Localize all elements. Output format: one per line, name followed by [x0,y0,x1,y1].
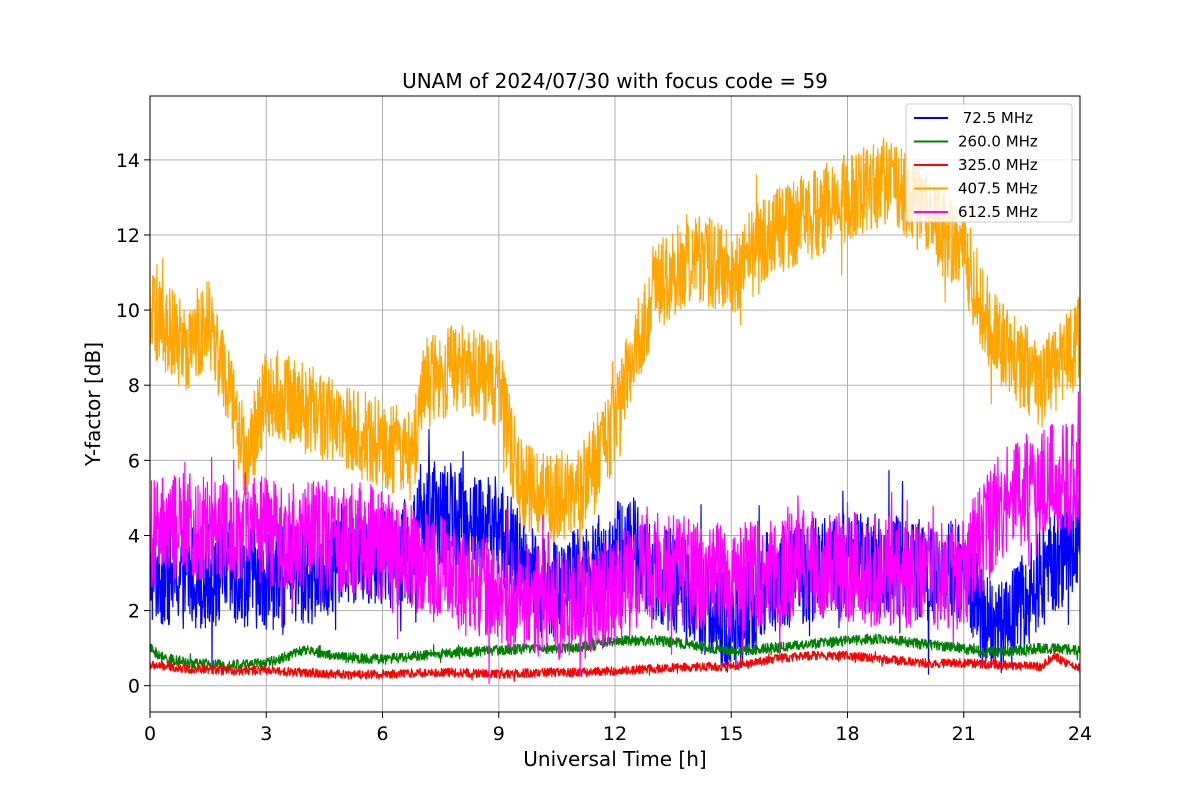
series-line [150,650,1080,683]
x-tick-label: 6 [376,723,388,745]
chart-title: UNAM of 2024/07/30 with focus code = 59 [402,69,828,93]
legend-label: 72.5 MHz [958,109,1033,127]
y-tick-label: 12 [116,225,140,247]
y-tick-label: 0 [128,676,140,698]
x-tick-label: 3 [260,723,272,745]
legend-box [905,103,1073,223]
y-tick-label: 4 [128,525,140,547]
legend-label: 612.5 MHz [958,203,1038,221]
x-tick-label: 12 [603,723,627,745]
x-tick-label: 18 [835,723,859,745]
y-tick-label: 8 [128,375,140,397]
y-tick-label: 10 [116,300,140,322]
x-tick-label: 0 [144,723,156,745]
series-line [150,391,1080,685]
y-axis-label: Y-factor [dB] [81,342,105,467]
y-tick-label: 14 [116,150,140,172]
legend: 72.5 MHz 260.0 MHz 325.0 MHz 407.5 MHz 612.5… [905,103,1073,223]
legend-label: 325.0 MHz [958,156,1038,174]
x-axis-label: Universal Time [h] [523,747,706,771]
y-tick-label: 6 [128,450,140,472]
x-tick-label: 15 [719,723,743,745]
plot-area [150,137,1080,685]
x-tick-label: 24 [1068,723,1092,745]
y-tick-label: 2 [128,601,140,623]
legend-label: 407.5 MHz [958,180,1038,198]
x-tick-label: 9 [493,723,505,745]
legend-label: 260.0 MHz [958,133,1038,151]
x-tick-label: 21 [952,723,976,745]
